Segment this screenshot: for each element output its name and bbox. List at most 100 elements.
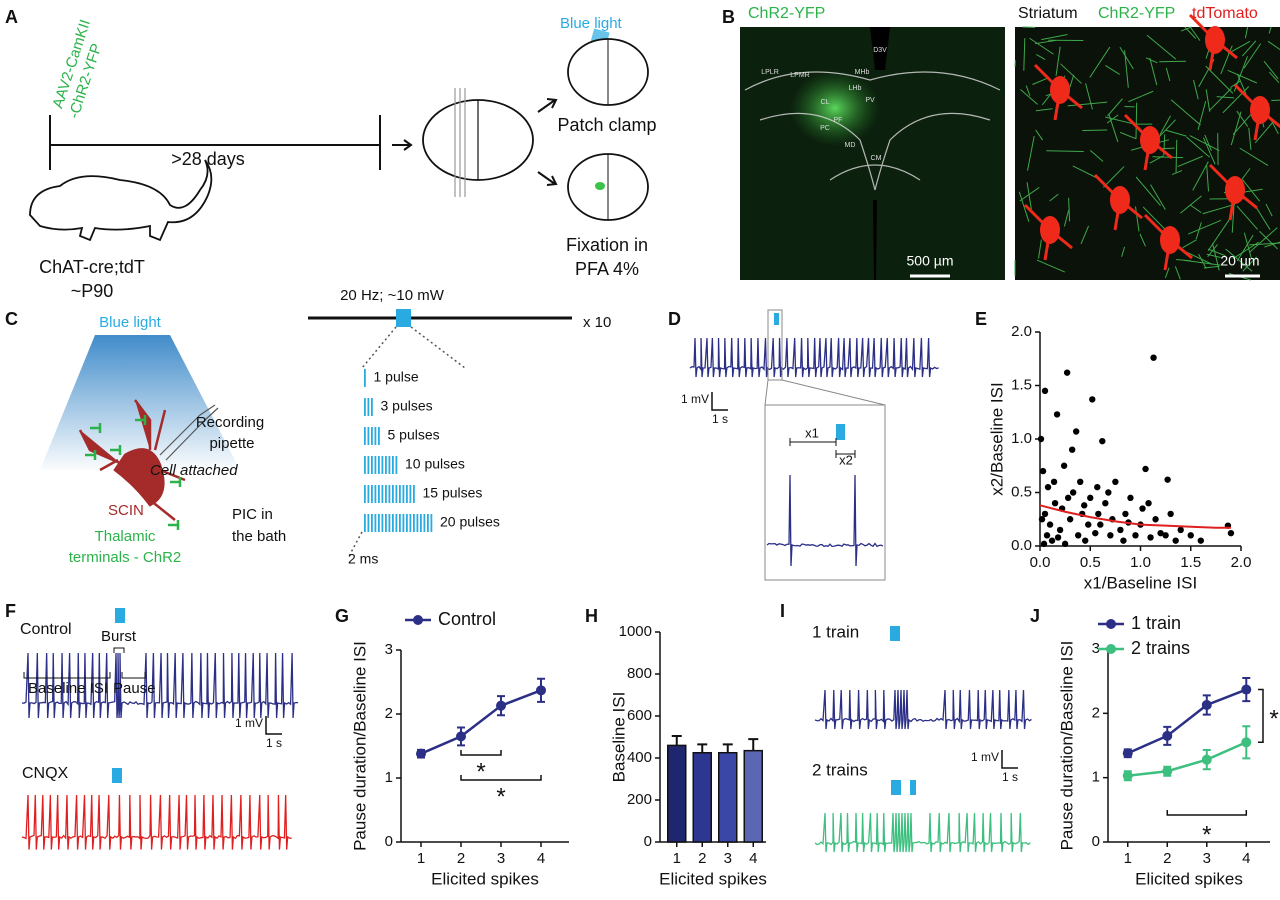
fiber bbox=[1018, 191, 1030, 222]
fiber bbox=[1239, 147, 1269, 167]
error-bar bbox=[748, 738, 759, 751]
pulse-label: 1 pulse bbox=[374, 369, 419, 385]
point bbox=[1064, 494, 1072, 502]
condition-label: 2 trains bbox=[812, 760, 868, 779]
point bbox=[1127, 494, 1134, 502]
pulse bbox=[371, 398, 373, 416]
point bbox=[1050, 478, 1058, 485]
point bbox=[1201, 699, 1212, 710]
scale-label: 20 µm bbox=[1220, 253, 1259, 269]
x-axis-label: Elicited spikes bbox=[1135, 869, 1243, 888]
atlas-outline bbox=[744, 71, 1001, 191]
x-tick-label: 0.0 bbox=[1030, 554, 1051, 571]
pulse bbox=[399, 514, 401, 532]
fiber bbox=[1152, 156, 1184, 159]
y-axis-label: x2/Baseline ISI bbox=[987, 382, 1006, 495]
y-tick-label: 3 bbox=[385, 641, 393, 658]
fixation-label: Fixation in bbox=[566, 235, 648, 255]
fiber bbox=[1207, 244, 1218, 257]
pulse bbox=[364, 456, 366, 474]
point bbox=[1227, 529, 1235, 537]
fiber bbox=[1069, 74, 1075, 88]
stim-mark bbox=[836, 424, 845, 440]
fiber bbox=[1216, 96, 1235, 99]
y-tick-label: 1000 bbox=[619, 623, 652, 640]
fiber bbox=[1264, 241, 1280, 248]
image-label: tdTomato bbox=[1192, 5, 1258, 22]
point bbox=[1150, 354, 1157, 361]
pulse bbox=[388, 485, 391, 503]
fiber bbox=[1026, 182, 1032, 210]
fiber bbox=[1171, 170, 1183, 176]
fiber bbox=[1035, 129, 1044, 141]
point bbox=[1082, 537, 1089, 544]
point bbox=[1066, 516, 1074, 523]
y-tick-label: 1.5 bbox=[1011, 376, 1032, 393]
point bbox=[1043, 532, 1051, 539]
fiber bbox=[1236, 234, 1254, 262]
burst-bracket bbox=[113, 647, 125, 653]
stim-mark bbox=[112, 768, 122, 783]
point bbox=[1054, 534, 1062, 541]
point bbox=[1139, 505, 1146, 512]
fiber bbox=[1268, 71, 1280, 83]
cell-attached-label: Cell attached bbox=[150, 462, 238, 479]
spike-trace bbox=[21, 794, 292, 850]
pulse bbox=[371, 456, 373, 474]
significance: * bbox=[1269, 705, 1278, 732]
fiber bbox=[1263, 60, 1279, 80]
point bbox=[1117, 526, 1124, 534]
mouse bbox=[29, 159, 213, 242]
stim-mark bbox=[910, 780, 916, 795]
fiber bbox=[1035, 108, 1053, 112]
fiber bbox=[1230, 111, 1242, 146]
fiber bbox=[1036, 259, 1066, 273]
y-tick-label: 0 bbox=[1092, 833, 1100, 850]
terminals-label: terminals - ChR2 bbox=[69, 549, 182, 566]
pulse bbox=[395, 485, 398, 503]
point bbox=[1122, 510, 1129, 518]
neuron-process bbox=[1033, 63, 1083, 121]
point bbox=[1120, 537, 1127, 544]
inset-box bbox=[764, 404, 886, 581]
scale-bar bbox=[1001, 750, 1018, 769]
fiber bbox=[1041, 34, 1068, 41]
duration: >28 days bbox=[171, 149, 245, 169]
pulse bbox=[367, 514, 370, 532]
brain-image bbox=[740, 27, 1005, 280]
fiber bbox=[1227, 69, 1258, 84]
legend-label: 2 trains bbox=[1131, 638, 1190, 658]
region-label: PF bbox=[834, 117, 843, 124]
point bbox=[1060, 462, 1068, 469]
point bbox=[1167, 510, 1174, 518]
fiber bbox=[1165, 129, 1187, 137]
point bbox=[1061, 540, 1069, 548]
y-tick-label: 2 bbox=[385, 705, 393, 722]
pulse bbox=[378, 427, 380, 445]
point bbox=[1068, 446, 1076, 453]
interval-label: x2 bbox=[839, 452, 853, 467]
legend-label: 1 train bbox=[1131, 613, 1181, 633]
fiber bbox=[1202, 203, 1236, 215]
panel-letter: H bbox=[585, 606, 598, 626]
y-tick-label: 400 bbox=[627, 749, 652, 766]
bar bbox=[743, 749, 763, 843]
fiber bbox=[1242, 256, 1258, 272]
fiber bbox=[1227, 40, 1251, 54]
point bbox=[1097, 521, 1104, 528]
point bbox=[1164, 476, 1171, 483]
point bbox=[1085, 521, 1092, 528]
fixation-label: PFA 4% bbox=[575, 259, 639, 279]
pulse bbox=[402, 514, 405, 532]
point bbox=[1046, 521, 1054, 528]
fiber bbox=[1072, 165, 1100, 180]
pipette-label: pipette bbox=[209, 435, 254, 452]
yfp-glow bbox=[790, 70, 880, 146]
fiber bbox=[1174, 266, 1181, 280]
fiber bbox=[1177, 155, 1203, 168]
fiber bbox=[1135, 102, 1138, 140]
x-tick-label: 1 bbox=[1124, 850, 1132, 867]
pulse bbox=[392, 456, 394, 474]
fiber bbox=[1236, 110, 1249, 127]
pulse bbox=[378, 514, 380, 532]
